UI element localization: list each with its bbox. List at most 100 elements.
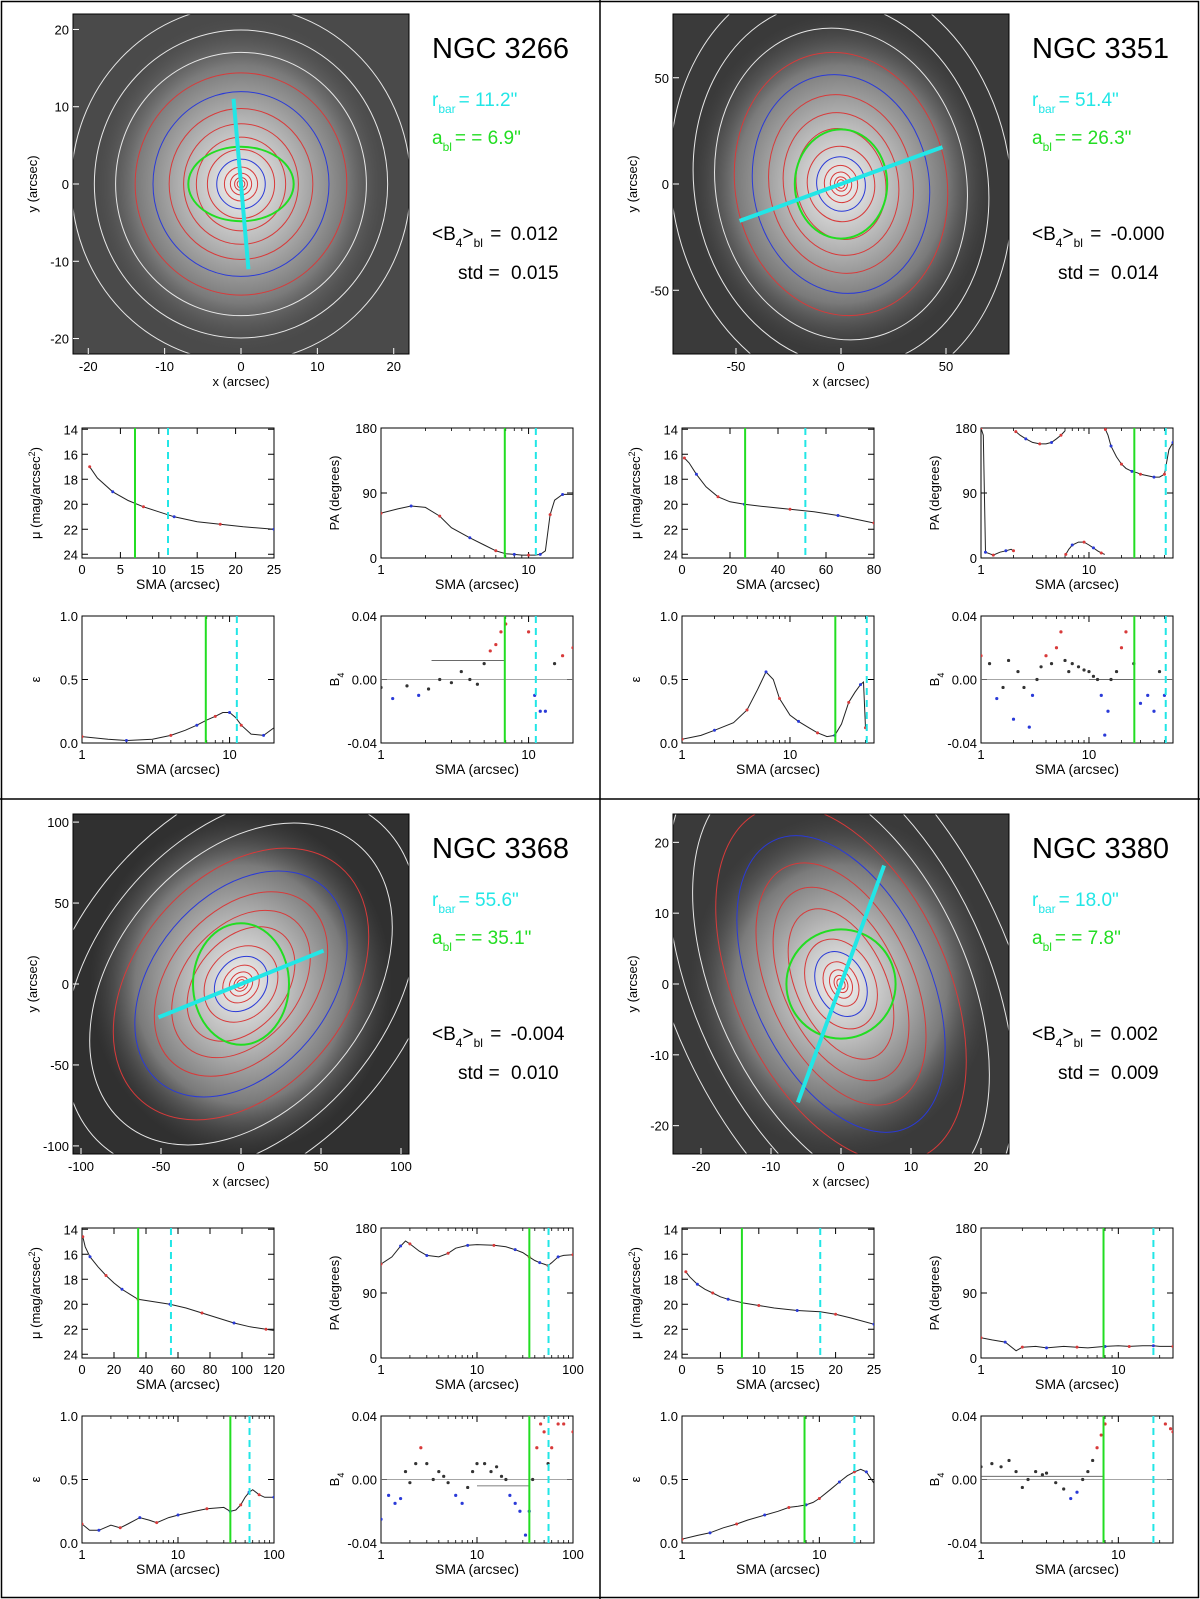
mu-point: [726, 1297, 730, 1301]
mu-point: [788, 507, 792, 511]
b4-point: [531, 1477, 535, 1482]
b4-point: [499, 630, 503, 634]
b4-mean-value: 0.012: [511, 224, 559, 245]
pa-ylabel: PA (degrees): [927, 1256, 942, 1331]
pa-xtick-label: 10: [1111, 1362, 1125, 1377]
b4-mean-lead: <B: [1032, 224, 1056, 245]
b4-plot-area: [981, 606, 1173, 743]
pa-ytick-label: 0: [970, 1351, 977, 1366]
mu-xtick-label: 20: [828, 1362, 842, 1377]
b4-point: [489, 1469, 493, 1474]
mu-ytick-label: 16: [664, 1247, 678, 1262]
pa-point: [1162, 472, 1166, 476]
mu-ytick-label: 14: [664, 1222, 678, 1237]
b4-point: [1081, 1477, 1085, 1482]
pa-point: [556, 1255, 560, 1259]
isophote-contour: [822, 961, 860, 1007]
pa-point: [425, 1253, 429, 1257]
b4-point: [466, 1485, 470, 1490]
b4-ytick-label: 0.00: [952, 673, 977, 688]
b4-point: [471, 1469, 475, 1474]
b4-point: [1128, 606, 1131, 609]
mu-point: [172, 515, 176, 519]
b4-point: [526, 630, 531, 634]
b4-point: [550, 1446, 554, 1450]
b4-ylabel: B4: [327, 673, 346, 687]
b4-point: [539, 1422, 543, 1426]
b4-point: [1106, 709, 1110, 713]
pa-ytick-label: 90: [363, 486, 377, 501]
pa-ylabel: PA (degrees): [327, 456, 342, 531]
b4-point: [1054, 1481, 1058, 1485]
r-bar-sub: bar: [1038, 902, 1055, 916]
image-xtick-label: -10: [762, 1159, 781, 1174]
isophote-contour: [715, 814, 967, 1154]
mu-point: [836, 514, 840, 517]
mu-ytick-label: 14: [64, 422, 78, 437]
eps-ytick-label: 0.0: [60, 736, 78, 751]
pa-point: [1171, 440, 1173, 444]
mu-xtick-label: 5: [717, 1362, 724, 1377]
pa-point: [527, 553, 531, 557]
b4-mean-eq: =: [485, 224, 507, 245]
image-xtick-label: -100: [68, 1159, 94, 1174]
b4-mean-mid: >: [462, 224, 473, 245]
b4-mean-eq: =: [485, 1024, 507, 1045]
eps-point: [859, 683, 863, 687]
mu-ytick-label: 14: [64, 1222, 78, 1237]
b4-ytick-label: 0.04: [952, 1409, 977, 1424]
eps-profile-line: [682, 671, 868, 740]
a-bl-sub: bl: [1043, 140, 1052, 154]
a-bl-value: = = 26.3": [1055, 128, 1131, 149]
eps-point: [257, 1493, 261, 1497]
image-xtick-label: 0: [237, 1159, 244, 1174]
b4-point: [543, 709, 547, 713]
b4-point: [1099, 1433, 1103, 1437]
b4-point: [1016, 669, 1020, 674]
mu-xtick-label: 10: [752, 1362, 766, 1377]
image-xtick-label: -50: [152, 1159, 171, 1174]
isophote-contour: [152, 91, 330, 277]
b4-ytick-label: 0.00: [352, 1473, 377, 1488]
mu-xtick-label: 0: [78, 562, 85, 577]
b4-point: [398, 1496, 403, 1501]
b4-point: [431, 1477, 435, 1482]
eps-plot-area: [682, 616, 868, 743]
b4-ylabel: B4: [927, 1473, 946, 1487]
b4-point: [405, 684, 409, 688]
b4-point: [1095, 677, 1100, 682]
galaxy-name: NGC 3266: [432, 33, 569, 65]
b4-point: [552, 662, 557, 666]
b4-point: [499, 1474, 504, 1478]
b4-point: [1109, 677, 1113, 682]
pa-plot-area: [381, 428, 573, 558]
mu-ytick-label: 20: [64, 497, 78, 512]
eps-point: [847, 700, 851, 704]
a-bl-sub: bl: [1043, 940, 1052, 954]
eps-plot-area: [82, 616, 274, 743]
image-xtick-label: -20: [692, 1159, 711, 1174]
eps-point: [708, 1531, 712, 1535]
eps-point: [228, 711, 232, 715]
isophote-contour: [836, 978, 846, 990]
pa-point: [494, 549, 498, 553]
mu-axes: [81, 427, 275, 559]
b4-xlabel: SMA (arcsec): [1035, 761, 1119, 777]
pa-xtick-label: 1: [377, 562, 384, 577]
b4-point: [518, 1509, 522, 1513]
isophote-contour: [115, 51, 367, 317]
b4-mean-value: -0.000: [1111, 224, 1165, 245]
mu-xtick-label: 60: [171, 1362, 185, 1377]
eps-xtick-label: 1: [678, 747, 685, 762]
mu-ytick-label: 14: [664, 422, 678, 437]
a-bl-label: abl = = 26.3": [1032, 128, 1131, 154]
mu-xtick-label: 80: [203, 1362, 217, 1377]
b4-point: [513, 1501, 517, 1505]
bar-line: [157, 948, 325, 1020]
b4-point: [542, 1430, 546, 1434]
pa-point: [438, 514, 442, 518]
b4-point: [571, 646, 573, 650]
b4-point: [459, 669, 463, 674]
eps-xlabel: SMA (arcsec): [136, 761, 220, 777]
eps-axes: [681, 1415, 875, 1544]
